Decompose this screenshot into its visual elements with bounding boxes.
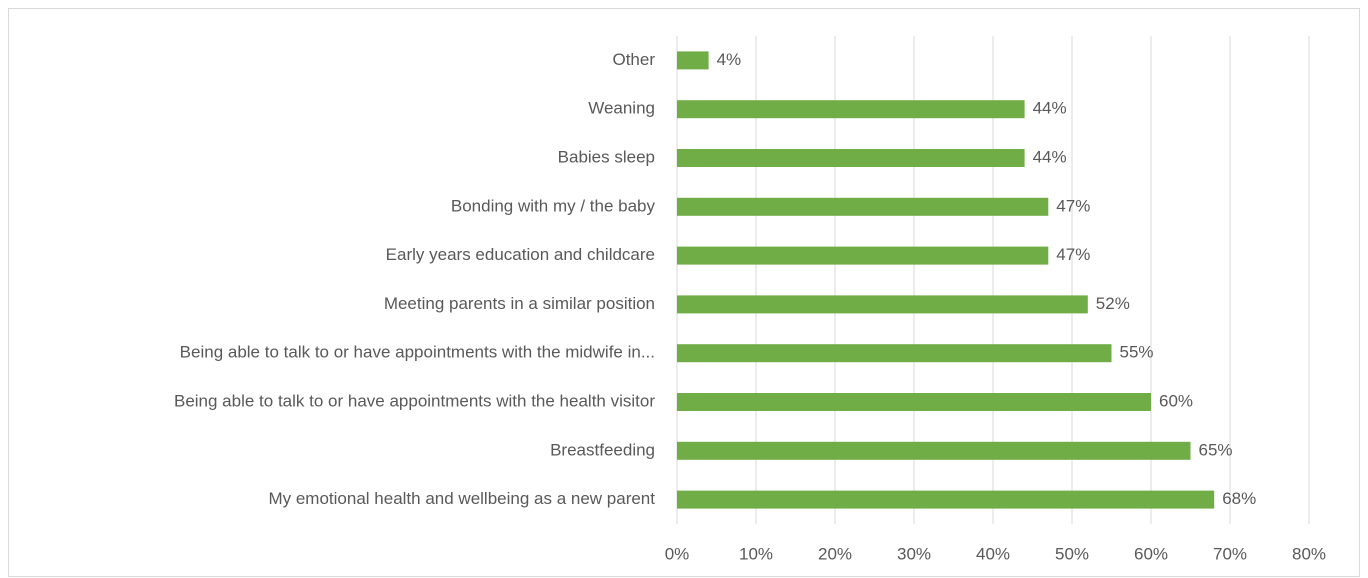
y-tick-label: Being able to talk to or have appointmen… bbox=[174, 391, 655, 410]
data-label: 65% bbox=[1199, 440, 1233, 459]
data-label: 55% bbox=[1120, 343, 1154, 362]
y-tick-label: My emotional health and wellbeing as a n… bbox=[268, 489, 655, 508]
x-tick-label: 80% bbox=[1292, 544, 1326, 563]
y-tick-label: Weaning bbox=[588, 99, 655, 118]
bar bbox=[677, 295, 1088, 314]
data-label: 44% bbox=[1033, 147, 1067, 166]
y-tick-label: Breastfeeding bbox=[550, 440, 655, 459]
y-tick-label: Early years education and childcare bbox=[386, 245, 655, 264]
data-label: 44% bbox=[1033, 99, 1067, 118]
bar bbox=[677, 149, 1025, 167]
bar bbox=[677, 441, 1191, 460]
x-tick-label: 20% bbox=[818, 544, 852, 563]
y-tick-label: Bonding with my / the baby bbox=[451, 196, 656, 215]
y-tick-label: Other bbox=[612, 50, 655, 69]
bar bbox=[677, 490, 1215, 509]
bar bbox=[677, 344, 1112, 363]
bar bbox=[677, 51, 709, 70]
data-label: 4% bbox=[717, 50, 742, 69]
data-label: 47% bbox=[1056, 245, 1090, 264]
x-tick-label: 60% bbox=[1134, 544, 1168, 563]
y-tick-label: Meeting parents in a similar position bbox=[384, 294, 655, 313]
x-tick-label: 40% bbox=[976, 544, 1010, 563]
data-label: 68% bbox=[1222, 489, 1256, 508]
y-tick-label: Babies sleep bbox=[558, 147, 655, 166]
bar bbox=[677, 246, 1049, 265]
x-tick-label: 50% bbox=[1055, 544, 1089, 563]
bar bbox=[677, 100, 1025, 119]
x-tick-label: 10% bbox=[739, 544, 773, 563]
x-tick-label: 70% bbox=[1213, 544, 1247, 563]
data-label: 52% bbox=[1096, 294, 1130, 313]
bar bbox=[677, 393, 1151, 411]
x-tick-label: 30% bbox=[897, 544, 931, 563]
data-label: 47% bbox=[1056, 196, 1090, 215]
x-tick-label: 0% bbox=[665, 544, 690, 563]
bar bbox=[677, 197, 1049, 216]
y-tick-label: Being able to talk to or have appointmen… bbox=[180, 343, 655, 362]
data-label: 60% bbox=[1159, 391, 1193, 410]
